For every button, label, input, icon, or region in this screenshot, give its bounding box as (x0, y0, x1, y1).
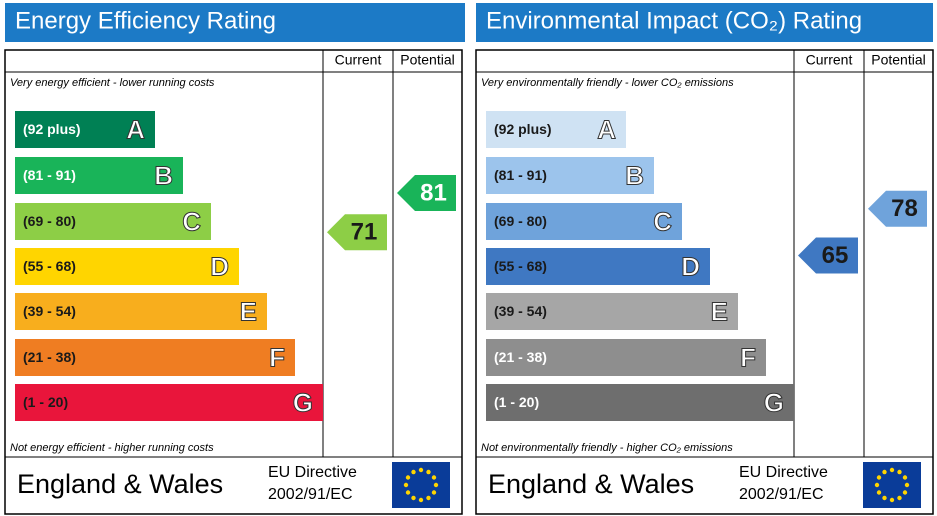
rating-band (486, 384, 794, 421)
bottom-note: Not environmentally friendly - higher CO… (481, 442, 733, 454)
rating-band (15, 384, 323, 421)
band-range: (1 - 20) (494, 394, 539, 410)
eu-star (902, 490, 908, 495)
eu-star (902, 475, 908, 480)
eu-star (418, 467, 424, 473)
eu-star (876, 490, 882, 495)
band-letter: C (182, 206, 201, 236)
band-letter: E (240, 296, 257, 326)
rating-band (486, 293, 738, 330)
band-range: (92 plus) (494, 121, 552, 137)
rating-band (15, 293, 267, 330)
eu-star (876, 475, 882, 480)
footer-code: 2002/91/EC (268, 486, 353, 503)
column-header: Potential (400, 52, 454, 68)
rating-band (486, 111, 626, 148)
column-header: Potential (871, 52, 925, 68)
eu-star (897, 495, 902, 501)
eu-star (411, 495, 416, 501)
band-letter: C (653, 206, 672, 236)
band-range: (69 - 80) (23, 213, 76, 229)
band-letter: D (210, 251, 229, 281)
rating-arrow (397, 175, 456, 211)
band-range: (81 - 91) (23, 167, 76, 183)
band-range: (69 - 80) (494, 213, 547, 229)
panel-frame (4, 49, 463, 515)
rating-band (486, 203, 682, 240)
footer-code: 2002/91/EC (739, 486, 824, 503)
eu-star (431, 490, 437, 495)
top-note: Very energy efficient - lower running co… (10, 77, 215, 89)
eu-star (411, 469, 416, 475)
rating-band (486, 248, 710, 285)
band-letter: E (711, 296, 728, 326)
rating-arrow (868, 190, 927, 227)
band-range: (39 - 54) (23, 303, 76, 319)
eu-star (889, 467, 895, 473)
eu-star (405, 475, 411, 480)
band-range: (55 - 68) (23, 258, 76, 274)
footer-region: England & Wales (17, 469, 223, 499)
band-letter: A (597, 114, 616, 144)
top-note: Very environmentally friendly - lower CO… (481, 77, 734, 89)
rating-value: 81 (420, 179, 447, 206)
column-header: Current (806, 52, 853, 68)
footer-region: England & Wales (488, 469, 694, 499)
eu-star (904, 482, 910, 488)
eu-star (426, 495, 431, 501)
rating-band (15, 111, 155, 148)
rating-value: 65 (822, 242, 849, 269)
rating-band (15, 339, 295, 376)
band-range: (1 - 20) (23, 394, 68, 410)
eu-star (882, 469, 887, 475)
rating-band (486, 157, 654, 194)
band-letter: G (764, 387, 784, 417)
eu-star (431, 475, 437, 480)
band-letter: B (154, 160, 173, 190)
rating-value: 78 (891, 195, 918, 222)
band-range: (92 plus) (23, 121, 81, 137)
title-bar (5, 3, 465, 42)
band-range: (39 - 54) (494, 303, 547, 319)
eu-star (882, 495, 887, 501)
band-range: (21 - 38) (23, 349, 76, 365)
band-letter: B (625, 160, 644, 190)
band-range: (21 - 38) (494, 349, 547, 365)
bottom-note: Not energy efficient - higher running co… (10, 442, 214, 454)
band-letter: F (269, 342, 285, 372)
eu-star (426, 469, 431, 475)
band-letter: A (126, 114, 145, 144)
eu-star (874, 482, 880, 488)
eu-star (889, 497, 895, 503)
band-letter: D (681, 251, 700, 281)
eu-star (403, 482, 409, 488)
rating-value: 71 (351, 219, 378, 246)
panel-title: Environmental Impact (CO₂) Rating (486, 7, 862, 34)
eu-star (405, 490, 411, 495)
rating-arrow (327, 214, 387, 251)
rating-band (15, 248, 239, 285)
footer-directive: EU Directive (739, 464, 828, 481)
title-bar (476, 3, 933, 42)
rating-band (486, 339, 766, 376)
band-range: (55 - 68) (494, 258, 547, 274)
eu-star (897, 469, 902, 475)
eu-star (433, 482, 439, 488)
eu-star (418, 497, 424, 503)
rating-arrow (798, 237, 858, 274)
footer-directive: EU Directive (268, 464, 357, 481)
band-letter: G (293, 387, 313, 417)
panel-frame (475, 49, 934, 515)
column-header: Current (335, 52, 382, 68)
band-letter: F (740, 342, 756, 372)
band-range: (81 - 91) (494, 167, 547, 183)
rating-band (15, 157, 183, 194)
rating-band (15, 203, 211, 240)
panel-title: Energy Efficiency Rating (15, 7, 276, 34)
